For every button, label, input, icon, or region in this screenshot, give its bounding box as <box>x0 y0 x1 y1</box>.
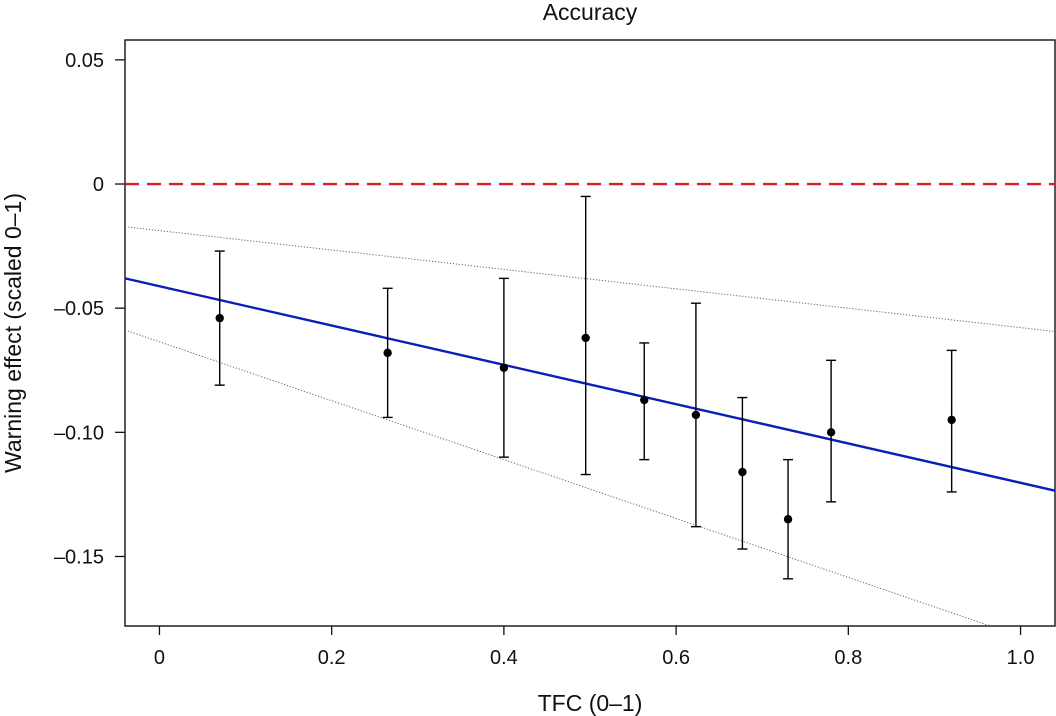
y-tick-label: 0 <box>93 174 104 196</box>
ci-upper-line <box>124 226 1056 333</box>
fit-line <box>124 277 1056 492</box>
y-tick-label: –0.05 <box>54 298 104 320</box>
series-lines <box>124 182 1056 627</box>
data-point <box>783 515 793 524</box>
x-axis-ticks: 0 0.2 0.4 0.6 0.8 1.0 <box>154 626 1035 669</box>
y-axis-ticks: 0.05 0 –0.05 –0.10 –0.15 <box>54 50 125 568</box>
x-tick-label: 0 <box>154 647 165 669</box>
x-tick-label: 0.8 <box>834 647 862 669</box>
data-point <box>640 395 649 405</box>
chart-title: Accuracy <box>543 0 638 25</box>
y-tick-label: –0.10 <box>54 422 104 444</box>
data-points <box>215 313 956 524</box>
y-tick-label: 0.05 <box>65 50 104 72</box>
data-point <box>691 410 701 420</box>
data-point <box>738 467 747 477</box>
data-point <box>215 313 224 323</box>
data-point <box>826 428 836 437</box>
data-point <box>581 333 590 343</box>
data-point <box>947 415 956 425</box>
plot-frame <box>124 39 1056 627</box>
x-axis-label: TFC (0–1) <box>538 690 643 716</box>
data-point <box>383 348 392 358</box>
data-point <box>499 363 509 372</box>
x-tick-label: 0.6 <box>662 647 690 669</box>
x-tick-label: 0.4 <box>490 647 518 669</box>
ci-lower-line <box>124 329 991 627</box>
error-bars <box>214 195 957 580</box>
x-tick-label: 1.0 <box>1007 647 1035 669</box>
y-axis-label: Warning effect (scaled 0–1) <box>0 193 26 473</box>
x-tick-label: 0.2 <box>318 647 346 669</box>
y-tick-label: –0.15 <box>54 546 104 568</box>
